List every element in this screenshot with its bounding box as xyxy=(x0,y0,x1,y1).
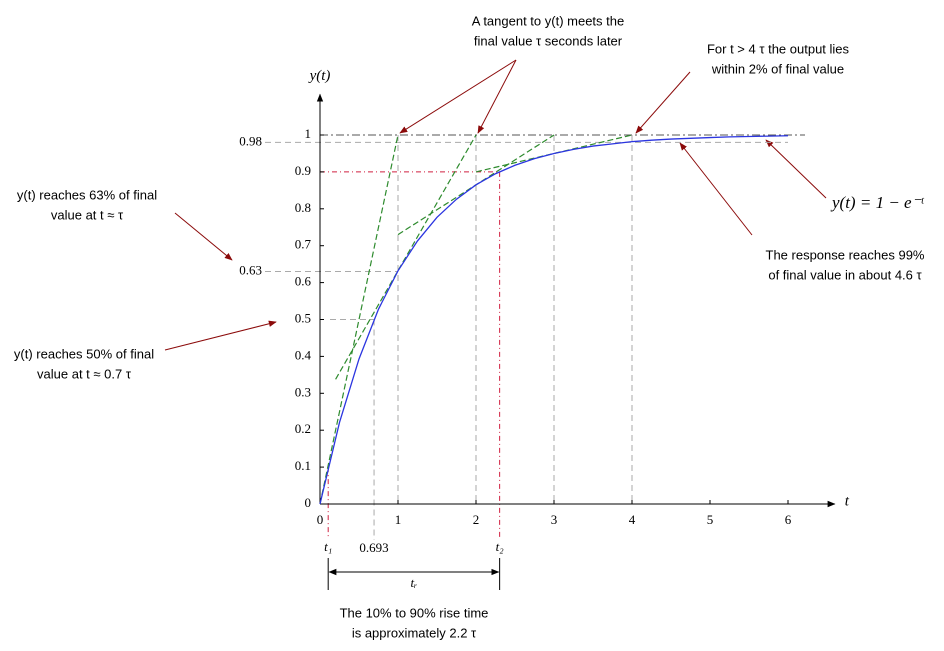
annotation: value at t ≈ 0.7 τ xyxy=(37,366,132,381)
annotation: final value τ seconds later xyxy=(474,33,623,48)
response-curve xyxy=(319,135,789,505)
y-tick-label: 0.6 xyxy=(295,274,312,289)
level-label: 0.98 xyxy=(239,133,262,148)
y-tick-label: 0 xyxy=(305,495,312,510)
annotation: A tangent to y(t) meets the xyxy=(472,13,624,28)
annotation: For t > 4 τ the output lies xyxy=(707,41,850,56)
y-tick-label: 0.5 xyxy=(295,310,311,325)
rise-time-label: tᵣ xyxy=(411,575,418,590)
arrow xyxy=(399,59,517,134)
annotation: The 10% to 90% rise time xyxy=(340,605,489,620)
y-tick-label: 0.7 xyxy=(295,237,312,252)
x-tick-label: 6 xyxy=(785,512,792,527)
arrow xyxy=(679,142,753,236)
annotation: y(t) reaches 50% of final xyxy=(14,346,154,361)
y-tick-label: 0.9 xyxy=(295,163,311,178)
x-tick-label: 5 xyxy=(707,512,714,527)
rise-t2-label: t₂ xyxy=(496,539,505,554)
annotation: is approximately 2.2 τ xyxy=(352,625,477,640)
x-tick-label: 0 xyxy=(317,512,324,527)
annotation: y(t) reaches 63% of final xyxy=(17,187,157,202)
x-tick-label: 4 xyxy=(629,512,636,527)
y-tick-label: 0.4 xyxy=(295,347,312,362)
half-time-label: 0.693 xyxy=(359,540,388,555)
level-label: 0.63 xyxy=(239,263,262,278)
y-tick-label: 0.3 xyxy=(295,384,311,399)
arrow xyxy=(174,212,233,261)
x-axis-label: t xyxy=(845,493,850,509)
annotation: value at t ≈ τ xyxy=(51,207,124,222)
y-axis-label: y(t) xyxy=(308,68,331,84)
rise-t1-label: t₁ xyxy=(324,539,332,554)
y-tick-label: 0.8 xyxy=(295,200,311,215)
arrow xyxy=(164,320,277,351)
y-tick-label: 1 xyxy=(305,126,312,141)
arrow xyxy=(635,71,691,134)
annotation: The response reaches 99% xyxy=(766,247,925,262)
arrow xyxy=(765,139,827,199)
annotation: y(t) = 1 − e⁻ᵗ xyxy=(830,193,925,212)
tangent xyxy=(335,134,477,380)
x-tick-label: 1 xyxy=(395,512,402,527)
y-tick-label: 0.2 xyxy=(295,421,311,436)
annotation: within 2% of final value xyxy=(711,61,844,76)
annotation-arrows xyxy=(164,59,827,351)
annotation: of final value in about 4.6 τ xyxy=(768,267,922,282)
y-tick-label: 0.1 xyxy=(295,458,311,473)
arrow xyxy=(477,59,517,134)
x-tick-label: 2 xyxy=(473,512,480,527)
x-tick-label: 3 xyxy=(551,512,558,527)
